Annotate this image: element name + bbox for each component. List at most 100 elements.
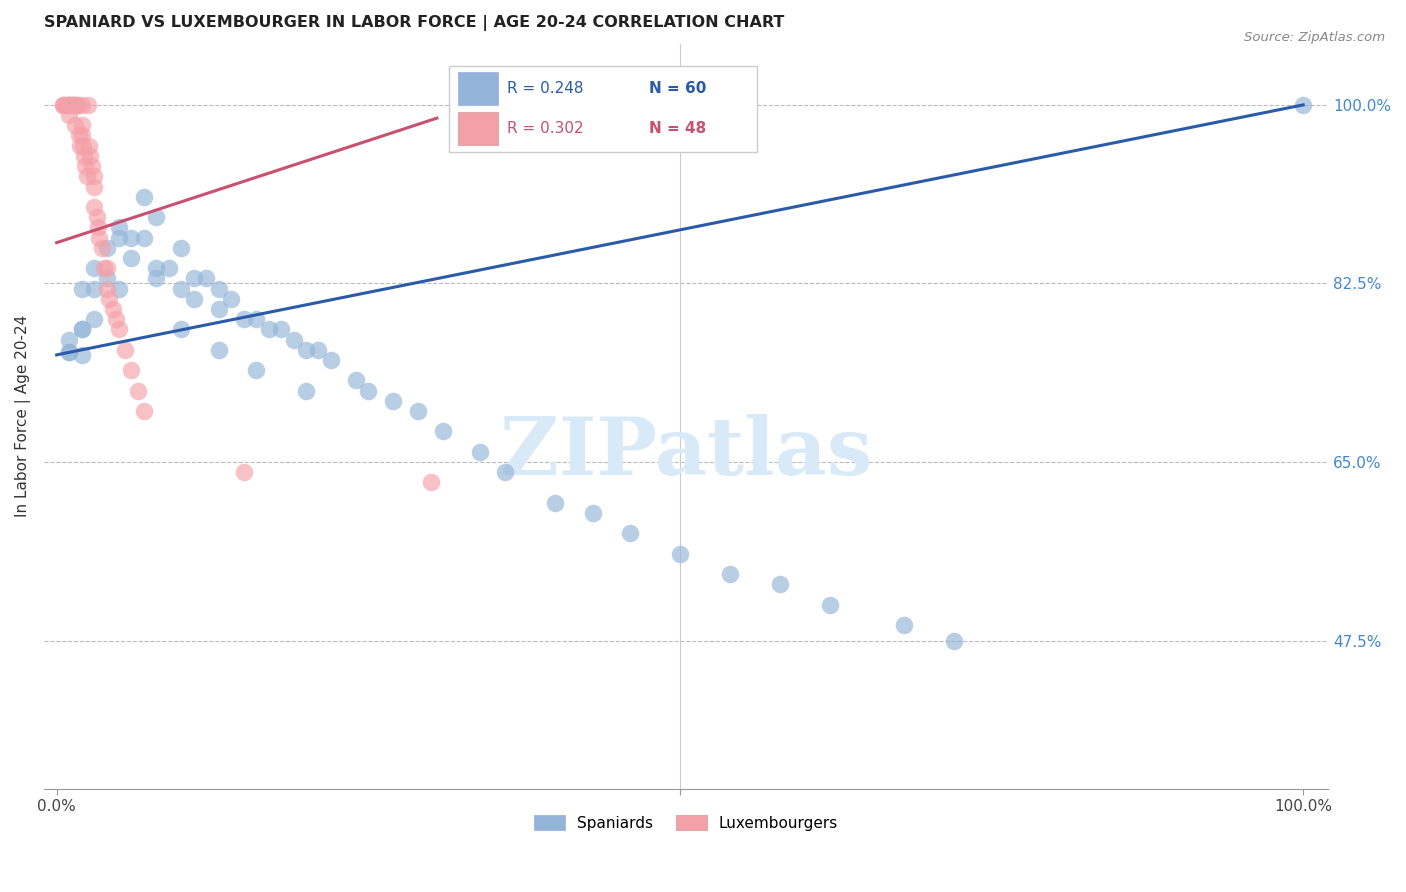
Point [893, 618, 915, 632]
Point [818, 598, 841, 612]
Point [319, 353, 342, 368]
Point [90, 241, 112, 255]
Point [69, 138, 91, 153]
Point [494, 465, 516, 479]
Point [544, 496, 567, 510]
Point [58, 333, 80, 347]
Point [108, 322, 131, 336]
Point [58, 98, 80, 112]
Point [943, 633, 966, 648]
Text: Source: ZipAtlas.com: Source: ZipAtlas.com [1244, 31, 1385, 45]
Point [76, 98, 98, 112]
Point [157, 261, 180, 276]
Point [582, 506, 605, 520]
Point [80, 159, 103, 173]
Point [145, 271, 167, 285]
Point [83, 261, 105, 276]
Point [120, 251, 142, 265]
Point [669, 547, 692, 561]
Point [83, 179, 105, 194]
Point [63, 98, 86, 112]
Y-axis label: In Labor Force | Age 20-24: In Labor Force | Age 20-24 [15, 315, 31, 517]
Point [65, 118, 87, 132]
Point [432, 425, 454, 439]
Point [307, 343, 329, 357]
Point [65, 98, 87, 112]
Point [70, 348, 93, 362]
Text: ZIPatlas: ZIPatlas [501, 415, 872, 492]
Point [270, 322, 292, 336]
Point [62, 98, 84, 112]
Point [96, 281, 118, 295]
Point [55, 98, 77, 112]
Point [96, 271, 118, 285]
Point [70, 322, 93, 336]
Point [79, 149, 101, 163]
Point [86, 210, 108, 224]
Point [208, 301, 231, 316]
Point [101, 301, 124, 316]
Point [406, 404, 429, 418]
Point [295, 384, 318, 398]
Point [132, 230, 155, 244]
Point [132, 404, 155, 418]
Point [58, 344, 80, 359]
Point [65, 98, 87, 112]
Point [145, 261, 167, 276]
Point [87, 230, 110, 244]
Point [105, 312, 128, 326]
Point [120, 230, 142, 244]
Point [58, 344, 80, 359]
Point [96, 241, 118, 255]
Point [145, 210, 167, 224]
Point [382, 393, 405, 408]
Point [66, 98, 89, 112]
Point [219, 292, 242, 306]
Point [93, 261, 115, 276]
Point [245, 312, 267, 326]
Point [208, 343, 231, 357]
Point [58, 98, 80, 112]
Point [72, 138, 94, 153]
Point [52, 98, 75, 112]
Legend: Spaniards, Luxembourgers: Spaniards, Luxembourgers [529, 808, 844, 837]
Point [183, 271, 205, 285]
Point [208, 281, 231, 295]
Point [195, 271, 218, 285]
Point [183, 292, 205, 306]
Point [344, 373, 367, 387]
Point [77, 138, 100, 153]
Point [70, 281, 93, 295]
Text: SPANIARD VS LUXEMBOURGER IN LABOR FORCE | AGE 20-24 CORRELATION CHART: SPANIARD VS LUXEMBOURGER IN LABOR FORCE … [44, 15, 785, 31]
Point [70, 118, 93, 132]
Point [232, 312, 254, 326]
Point [1292, 98, 1315, 112]
Point [60, 98, 83, 112]
Point [114, 343, 136, 357]
Point [96, 261, 118, 276]
Point [357, 384, 380, 398]
Point [127, 384, 149, 398]
Point [283, 333, 305, 347]
Point [419, 475, 441, 490]
Point [58, 108, 80, 122]
Point [83, 169, 105, 184]
Point [83, 312, 105, 326]
Point [120, 363, 142, 377]
Point [245, 363, 267, 377]
Point [170, 281, 193, 295]
Point [55, 98, 77, 112]
Point [769, 577, 792, 591]
Point [67, 128, 90, 143]
Point [58, 98, 80, 112]
Point [87, 220, 110, 235]
Point [70, 98, 93, 112]
Point [83, 281, 105, 295]
Point [83, 200, 105, 214]
Point [70, 322, 93, 336]
Point [295, 343, 318, 357]
Point [73, 149, 96, 163]
Point [108, 230, 131, 244]
Point [718, 567, 741, 582]
Point [98, 292, 121, 306]
